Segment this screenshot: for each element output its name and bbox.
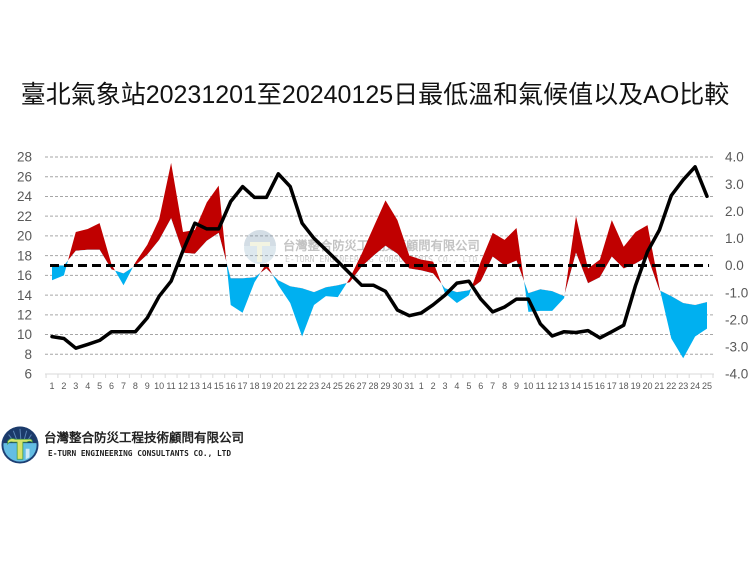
x-axis-tick-label: 6 xyxy=(109,381,114,391)
x-axis-tick-label: 9 xyxy=(514,381,519,391)
company-name-en: E-TURN ENGINEERING CONSULTANTS CO., LTD xyxy=(48,449,232,458)
x-axis-tick-label: 14 xyxy=(571,381,581,391)
x-axis-tick-label: 16 xyxy=(226,381,236,391)
x-axis-tick-label: 5 xyxy=(466,381,471,391)
company-footer: 台灣整合防災工程技術顧問有限公司 E-TURN ENGINEERING CONS… xyxy=(0,424,300,468)
x-axis-tick-label: 23 xyxy=(678,381,688,391)
x-axis-tick-label: 20 xyxy=(273,381,283,391)
left-axis-tick-label: 10 xyxy=(17,327,32,342)
x-axis-tick-label: 8 xyxy=(133,381,138,391)
x-axis-tick-label: 2 xyxy=(61,381,66,391)
x-axis-tick-label: 13 xyxy=(190,381,200,391)
left-axis-tick-label: 22 xyxy=(17,209,32,224)
x-axis-tick-label: 4 xyxy=(85,381,90,391)
below-climate-fill xyxy=(52,218,707,359)
chart: 台灣整合防災工程技術顧問有限公司 E-TURN ENGINEERING CONS… xyxy=(17,150,748,391)
company-name-zh: 台灣整合防災工程技術顧問有限公司 xyxy=(44,431,245,445)
x-axis-tick-label: 28 xyxy=(369,381,379,391)
right-axis-tick-label: -3.0 xyxy=(725,340,748,355)
x-axis-tick-label: 1 xyxy=(419,381,424,391)
x-axis-tick-label: 6 xyxy=(478,381,483,391)
x-axis-tick-label: 18 xyxy=(249,381,259,391)
gridlines xyxy=(45,156,714,355)
x-axis-tick-label: 23 xyxy=(309,381,319,391)
x-axis-tick-label: 22 xyxy=(297,381,307,391)
x-axis-tick-label: 5 xyxy=(97,381,102,391)
left-axis-tick-label: 28 xyxy=(17,150,32,165)
watermark-company-en: E-TURN ENGINEERING CONSULTANTS CO., LTD xyxy=(285,254,477,264)
right-axis-tick-label: 0.0 xyxy=(725,258,744,273)
x-axis-tick-label: 7 xyxy=(490,381,495,391)
left-axis-tick-label: 18 xyxy=(17,248,32,263)
x-axis-tick-label: 29 xyxy=(380,381,390,391)
left-axis-tick-label: 16 xyxy=(17,268,32,283)
right-axis-tick-label: -2.0 xyxy=(725,312,748,327)
watermark-logo-icon xyxy=(244,230,276,264)
x-axis-tick-label: 14 xyxy=(202,381,212,391)
x-axis-tick-label: 2 xyxy=(431,381,436,391)
right-axis-tick-label: 1.0 xyxy=(725,231,744,246)
x-axis-tick-label: 20 xyxy=(642,381,652,391)
company-logo-icon xyxy=(1,426,39,464)
x-axis-tick-label: 15 xyxy=(583,381,593,391)
ao-polyline xyxy=(50,165,709,350)
x-axis-tick-label: 11 xyxy=(536,381,545,391)
x-axis-tick-label: 7 xyxy=(121,381,126,391)
right-axis-tick-label: -1.0 xyxy=(725,285,748,300)
right-axis-tick-label: 2.0 xyxy=(725,204,744,219)
left-axis-tick-label: 20 xyxy=(17,229,32,244)
x-axis-tick-label: 17 xyxy=(238,381,248,391)
right-axis-tick-label: -4.0 xyxy=(725,367,748,382)
above-climate-fill xyxy=(52,162,707,305)
left-axis-tick-label: 14 xyxy=(17,288,33,303)
x-axis-tick-label: 31 xyxy=(404,381,414,391)
x-axis-tick-label: 21 xyxy=(285,381,295,391)
x-axis-tick-label: 19 xyxy=(631,381,641,391)
x-axis-tick-label: 18 xyxy=(619,381,629,391)
ao-index-line xyxy=(50,165,709,350)
x-axis-tick-label: 16 xyxy=(595,381,605,391)
right-axis-labels: 4.0 3.0 2.0 1.0 0.0 -1.0 -2.0 -3.0 -4.0 xyxy=(725,150,748,382)
x-axis-tick-label: 8 xyxy=(502,381,507,391)
x-axis-tick-label: 1 xyxy=(49,381,54,391)
x-axis-tick-label: 10 xyxy=(523,381,533,391)
x-axis: 1 2 3 4 5 6 7 8 9 10 11 12 13 14 15 16 17 18 19 20 21 22 23 24 2… xyxy=(45,373,714,391)
x-axis-tick-label: 4 xyxy=(454,381,459,391)
left-axis-tick-label: 12 xyxy=(17,308,32,323)
x-axis-tick-label: 13 xyxy=(559,381,569,391)
right-axis-tick-label: 3.0 xyxy=(725,177,744,192)
chart-title: 臺北氣象站20231201至20240125日最低溫和氣候值以及AO比較 xyxy=(20,81,730,109)
x-axis-tick-label: 25 xyxy=(333,381,343,391)
left-axis-tick-label: 24 xyxy=(17,189,33,204)
x-axis-tick-label: 17 xyxy=(607,381,617,391)
x-axis-tick-label: 26 xyxy=(345,381,355,391)
left-axis-tick-label: 6 xyxy=(24,367,32,382)
left-axis-labels: 28 26 24 22 20 18 16 14 12 10 8 6 xyxy=(17,150,33,382)
x-axis-tick-label: 12 xyxy=(178,381,188,391)
x-axis-tick-label: 19 xyxy=(261,381,271,391)
left-axis-tick-label: 26 xyxy=(17,169,32,184)
temperature-anomaly-band xyxy=(52,162,707,359)
x-axis-tick-label: 22 xyxy=(666,381,676,391)
x-axis-tick-label: 24 xyxy=(690,381,700,391)
x-axis-tick-label: 9 xyxy=(145,381,150,391)
x-axis-tick-label: 10 xyxy=(154,381,164,391)
x-axis-tick-label: 3 xyxy=(443,381,448,391)
x-axis-tick-label: 15 xyxy=(214,381,224,391)
x-axis-tick-label: 24 xyxy=(321,381,331,391)
left-axis-tick-label: 8 xyxy=(24,347,32,362)
x-axis-tick-label: 12 xyxy=(547,381,557,391)
x-axis-tick-label: 3 xyxy=(73,381,78,391)
x-axis-tick-label: 27 xyxy=(357,381,367,391)
x-axis-tick-label: 11 xyxy=(166,381,175,391)
x-axis-tick-label: 30 xyxy=(392,381,402,391)
right-axis-tick-label: 4.0 xyxy=(725,150,744,165)
x-axis-tick-label: 21 xyxy=(654,381,664,391)
x-axis-tick-label: 25 xyxy=(702,381,712,391)
